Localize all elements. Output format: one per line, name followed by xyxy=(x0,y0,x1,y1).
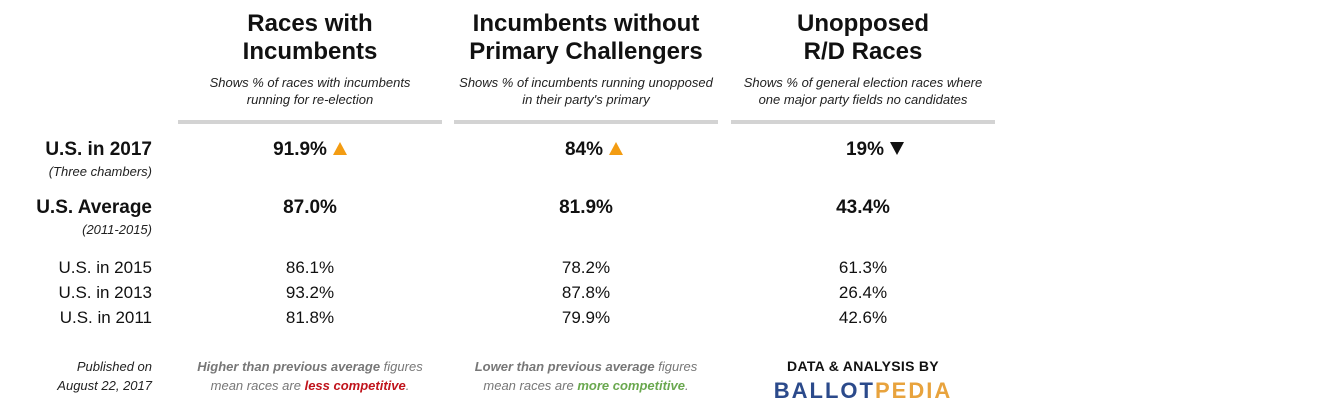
table-cell: 78.2% xyxy=(561,258,611,277)
ballotpedia-logo: BALLOTPEDIA xyxy=(773,378,953,403)
table-cell: 84% xyxy=(462,139,726,161)
table-cell: 26.4% xyxy=(838,283,888,302)
column-description: Shows % of general election races where … xyxy=(743,75,983,107)
table-cell: 81.9% xyxy=(559,197,613,218)
less-competitive-label: less competitive xyxy=(304,378,406,393)
column-divider xyxy=(454,120,718,124)
credit-label: DATA & ANALYSIS BY xyxy=(787,358,939,374)
table-cell: 43.4% xyxy=(836,197,890,218)
column-divider xyxy=(731,120,995,124)
column-divider xyxy=(178,120,442,124)
table-cell: 42.6% xyxy=(838,308,888,327)
more-competitive-label: more competitive xyxy=(577,378,685,393)
legend-note-higher: Higher than previous average figures mea… xyxy=(197,359,423,393)
trend-up-icon xyxy=(609,142,624,155)
row-sublabel: (Three chambers) xyxy=(48,164,152,179)
column-title: Unopposed R/D Races xyxy=(797,10,929,65)
row-label: U.S. in 2017 xyxy=(45,139,152,160)
table-cell: 19% xyxy=(743,139,1007,161)
row-label: U.S. in 2011 xyxy=(59,308,152,327)
table-cell: 86.1% xyxy=(285,258,335,277)
row-label: U.S. Average xyxy=(36,197,152,218)
row-label: U.S. in 2013 xyxy=(58,283,152,302)
column-title: Races with Incumbents xyxy=(242,10,378,65)
column-description: Shows % of races with incumbents running… xyxy=(209,75,411,107)
table-cell: 61.3% xyxy=(838,258,888,277)
trend-down-icon xyxy=(890,142,905,155)
published-date: Published on August 22, 2017 xyxy=(57,359,152,393)
row-sublabel: (2011-2015) xyxy=(82,222,152,237)
table-cell: 79.9% xyxy=(561,308,611,327)
legend-note-lower: Lower than previous average figures mean… xyxy=(474,359,698,393)
table-cell: 91.9% xyxy=(178,139,442,161)
table-cell: 81.8% xyxy=(285,308,335,327)
row-label: U.S. in 2015 xyxy=(58,258,152,277)
table-cell: 87.0% xyxy=(283,197,337,218)
column-title: Incumbents without Primary Challengers xyxy=(469,10,703,65)
column-description: Shows % of incumbents running unopposed … xyxy=(459,75,713,107)
trend-up-icon xyxy=(332,142,347,155)
table-cell: 87.8% xyxy=(561,283,611,302)
table-cell: 93.2% xyxy=(285,283,335,302)
